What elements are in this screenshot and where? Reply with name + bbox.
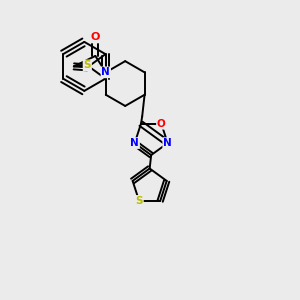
Text: O: O [91,32,100,42]
Text: S: S [83,60,91,70]
Text: N: N [163,138,172,148]
Text: S: S [135,196,143,206]
Text: N: N [130,138,139,148]
Text: O: O [157,119,166,129]
Text: N: N [101,68,110,77]
